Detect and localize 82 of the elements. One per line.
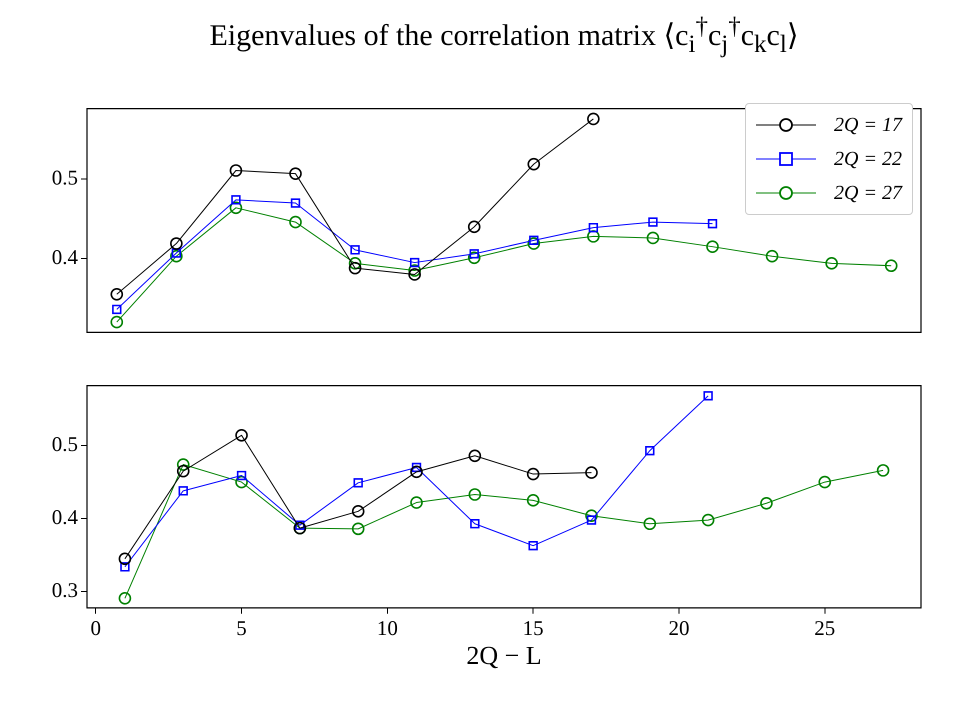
point: [176, 458, 190, 471]
point: [178, 486, 188, 496]
point: [354, 478, 363, 488]
point: [766, 250, 778, 263]
point: [703, 391, 713, 401]
point: [236, 470, 246, 480]
y-tick-label: 0.5: [52, 166, 78, 190]
point: [645, 446, 654, 456]
point: [468, 220, 481, 234]
x-tick-label: 0: [90, 616, 101, 640]
point: [706, 240, 719, 253]
point: [289, 167, 302, 180]
point: [289, 216, 302, 228]
point: [410, 258, 420, 268]
y-tick-label: 0.4: [52, 505, 78, 530]
point: [526, 468, 540, 480]
point: [112, 304, 122, 314]
x-tick-label: 25: [814, 616, 836, 640]
point: [348, 262, 362, 274]
point: [876, 464, 890, 477]
point: [527, 237, 540, 250]
point: [230, 164, 242, 177]
point: [110, 316, 124, 328]
x-tick-label: 15: [522, 616, 544, 640]
point: [529, 236, 538, 246]
point: [231, 195, 241, 205]
point: [118, 552, 132, 566]
point: [348, 257, 362, 270]
point: [587, 112, 600, 126]
y-tick-label: 0.3: [52, 578, 78, 602]
point: [352, 522, 364, 536]
point: [235, 476, 248, 488]
point: [884, 259, 898, 272]
point: [410, 466, 423, 478]
y-tick-label: 0.4: [52, 245, 78, 270]
point: [295, 520, 305, 530]
point: [408, 268, 421, 281]
point: [170, 250, 183, 263]
point: [350, 245, 360, 255]
point: [290, 198, 300, 208]
chart-title: Eigenvalues of the correlation matrix ⟨c$_{i}$$^{†}$c$_{j}$$^{†}$c$_{k}$c$_{l}$⟩: [209, 13, 799, 58]
point: [408, 264, 421, 277]
point: [585, 466, 598, 479]
point: [352, 505, 364, 518]
y-tick-label: 0.5: [52, 432, 78, 456]
point: [587, 230, 600, 243]
point: [648, 217, 658, 227]
x-tick-label: 5: [236, 616, 247, 640]
point: [702, 514, 714, 526]
point: [825, 257, 838, 270]
legend-label: 2Q = 17: [834, 114, 902, 136]
point: [118, 592, 132, 605]
point: [110, 288, 124, 301]
point: [230, 202, 242, 214]
point: [468, 449, 482, 462]
point: [468, 488, 482, 501]
point: [470, 249, 479, 259]
x-axis-title: 2Q − L: [465, 641, 543, 671]
legend-label: 2Q = 22: [834, 148, 902, 170]
point: [526, 494, 540, 507]
point: [644, 517, 656, 530]
point: [818, 476, 832, 488]
x-tick-label: 10: [376, 616, 398, 640]
x-tick-label: 20: [668, 616, 690, 640]
point: [527, 158, 540, 170]
point: [528, 540, 538, 550]
point: [708, 218, 718, 228]
point: [176, 464, 190, 478]
point: [586, 515, 596, 525]
point: [412, 462, 422, 472]
point: [120, 562, 130, 572]
point: [410, 496, 423, 509]
legend-label: 2Q = 27: [834, 182, 902, 204]
point: [760, 496, 773, 510]
point: [170, 237, 183, 250]
point: [235, 429, 248, 442]
point: [585, 509, 598, 522]
point: [468, 252, 481, 264]
point: [172, 248, 182, 258]
point: [588, 222, 598, 232]
point: [470, 519, 480, 528]
point: [646, 232, 660, 244]
